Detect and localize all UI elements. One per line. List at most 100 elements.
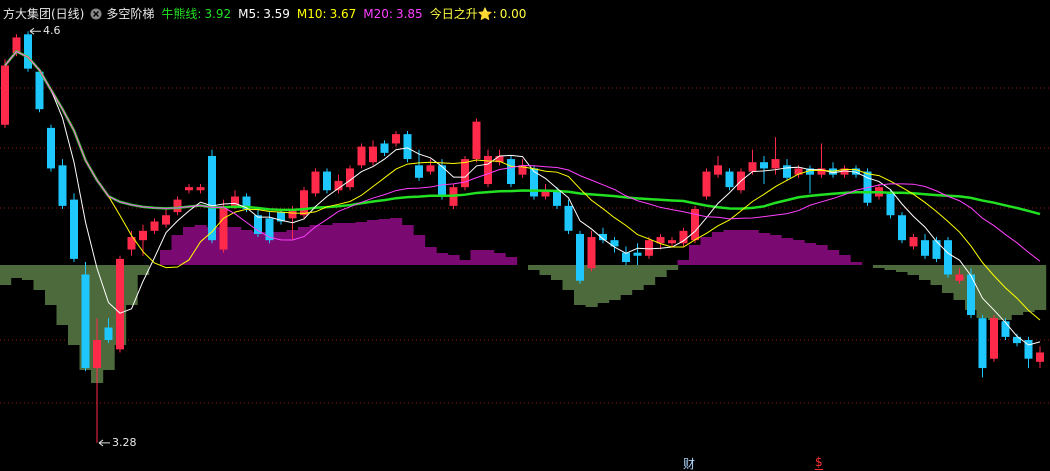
- close-icon[interactable]: [89, 7, 103, 21]
- candle-body: [748, 162, 757, 172]
- candle-body: [1001, 321, 1010, 337]
- candle-body: [70, 199, 78, 259]
- area-bar: [873, 265, 886, 268]
- candle-body: [622, 252, 630, 263]
- candle-body: [794, 168, 803, 175]
- area-bar: [332, 223, 345, 265]
- candle-body: [242, 196, 251, 209]
- candle-body: [139, 230, 147, 241]
- area-bar: [631, 265, 644, 290]
- candle-body: [369, 146, 377, 163]
- legend-value: 3.67: [329, 6, 357, 21]
- area-bar: [896, 265, 909, 272]
- candle-body: [668, 240, 676, 244]
- candle-body: [1024, 339, 1033, 359]
- candle-body: [104, 327, 113, 340]
- area-bar: [171, 235, 184, 265]
- area-bar: [815, 245, 828, 265]
- candle-body: [702, 171, 711, 197]
- candle-body: [679, 230, 688, 244]
- candle-body: [633, 252, 642, 256]
- candle-body: [518, 165, 527, 175]
- area-bar: [194, 225, 207, 265]
- area-bar: [68, 265, 81, 345]
- candle-body: [576, 233, 584, 281]
- area-bar: [0, 265, 12, 285]
- candle-body: [415, 165, 423, 178]
- candle-body: [323, 171, 331, 191]
- candle-body: [150, 221, 159, 231]
- candle-body: [783, 165, 791, 178]
- area-bar: [344, 223, 357, 265]
- candle-body: [311, 171, 320, 194]
- area-bar: [746, 230, 759, 265]
- area-bar: [735, 230, 748, 265]
- area-bar: [999, 265, 1012, 320]
- candle-body: [438, 165, 446, 197]
- candle-body: [978, 318, 987, 369]
- candle-body: [380, 143, 389, 153]
- area-bar: [562, 265, 575, 290]
- candle-body: [288, 208, 297, 219]
- candle-body: [47, 127, 55, 169]
- area-bar: [551, 265, 564, 280]
- area-bar: [919, 265, 932, 280]
- area-bar: [677, 260, 690, 265]
- area-bar: [378, 219, 391, 265]
- candle-body: [1013, 336, 1021, 344]
- candle-body: [944, 240, 952, 275]
- area-bar: [689, 245, 702, 265]
- area-bar: [459, 260, 472, 265]
- candle-body: [495, 155, 504, 163]
- candle-body: [208, 155, 216, 241]
- ma-line: [4, 49, 1041, 216]
- candle-body: [610, 240, 619, 247]
- legend-label: M5:: [238, 6, 261, 21]
- area-bar: [620, 265, 633, 295]
- area-bar: [597, 265, 610, 303]
- candle-body: [840, 168, 849, 175]
- area-bar: [930, 265, 943, 285]
- area-bar: [712, 232, 725, 265]
- candle-body: [24, 34, 32, 69]
- area-bar: [643, 265, 656, 285]
- area-bar: [367, 220, 380, 265]
- candle-body: [725, 171, 734, 188]
- area-bar: [976, 265, 989, 318]
- candle-body: [231, 196, 239, 206]
- area-bar: [1022, 265, 1035, 312]
- annotation-label: 3.28: [112, 436, 137, 449]
- area-bar: [827, 250, 840, 265]
- legend-label: M10:: [296, 6, 327, 21]
- candle-body: [921, 240, 929, 256]
- ma-line: [4, 50, 1041, 262]
- area-bar: [528, 265, 541, 270]
- area-bar: [33, 265, 46, 290]
- area-bar: [45, 265, 58, 305]
- area-bar: [1034, 265, 1047, 310]
- area-bar: [1011, 265, 1024, 315]
- candle-body: [1, 65, 9, 125]
- area-bar: [539, 265, 552, 275]
- area-bar: [781, 238, 794, 265]
- area-bar: [723, 230, 736, 265]
- legend-label: M20:: [363, 6, 393, 21]
- area-bar: [22, 265, 35, 280]
- candle-body: [507, 159, 515, 185]
- area-bar: [102, 265, 115, 370]
- area-bar: [838, 255, 851, 265]
- marker[interactable]: $: [815, 455, 823, 470]
- candle-body: [93, 339, 101, 369]
- legend-label: 今日之升⭐:: [429, 7, 497, 21]
- area-bar: [390, 218, 403, 265]
- annotation-arrow: [29, 27, 41, 35]
- candle-body: [265, 218, 274, 241]
- candle-body: [426, 165, 435, 172]
- legend-label: 牛熊线:: [161, 7, 202, 21]
- candle-body: [173, 199, 182, 213]
- candle-body: [219, 205, 228, 250]
- candle-body: [127, 237, 136, 250]
- marker[interactable]: 财: [683, 457, 696, 471]
- candle-body: [277, 212, 285, 222]
- area-bar: [309, 225, 322, 265]
